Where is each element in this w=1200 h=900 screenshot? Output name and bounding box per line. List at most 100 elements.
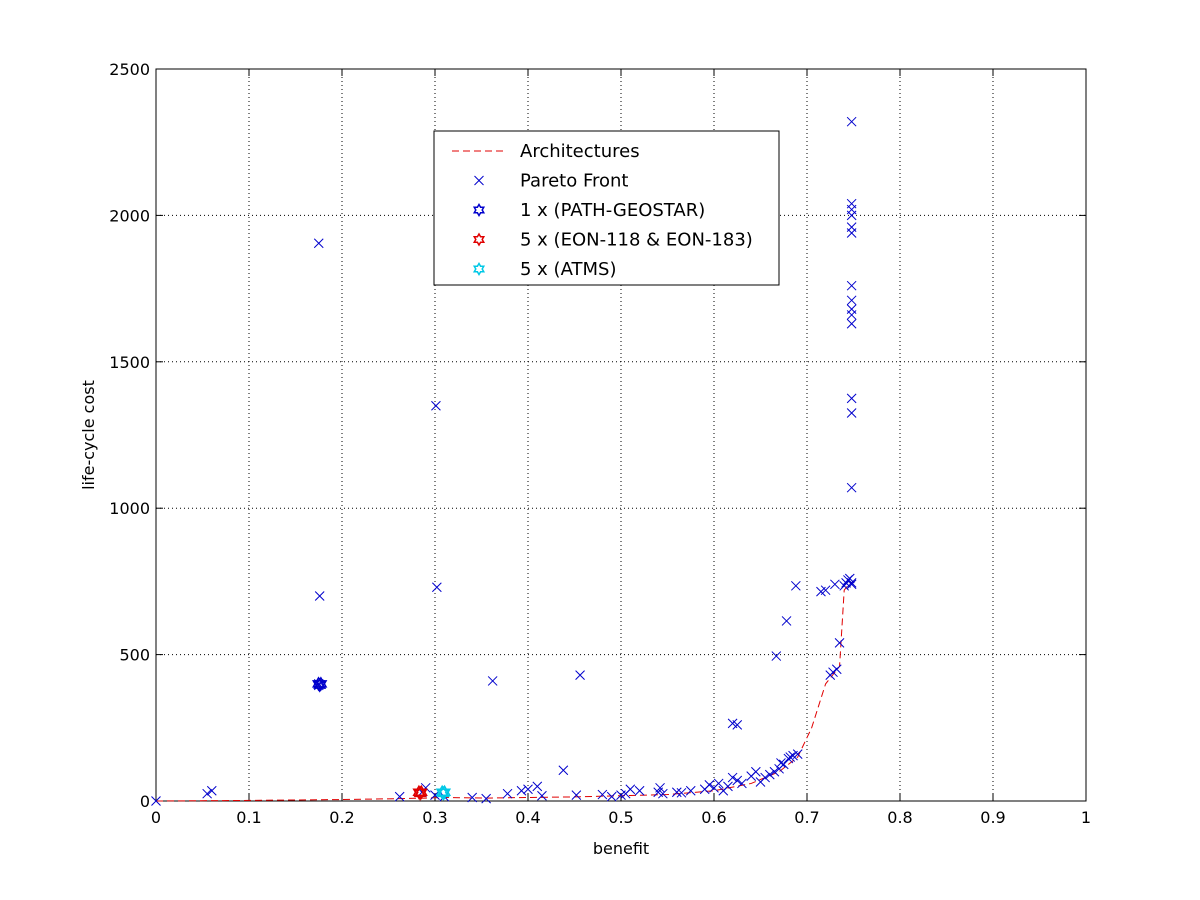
pareto-point: [481, 793, 492, 804]
series-5-x-eon-118-eon-183-: [412, 784, 428, 801]
y-tick-label: 1000: [109, 499, 150, 518]
pareto-point: [394, 791, 405, 802]
pareto-point: [846, 578, 857, 588]
pareto-point: [676, 787, 687, 798]
y-tick-label: 2500: [109, 60, 150, 79]
pareto-point: [558, 765, 569, 776]
legend-x-swatch: [474, 175, 484, 186]
pareto-point: [487, 676, 498, 686]
legend-hexagram-swatch: [472, 232, 486, 247]
pareto-point: [846, 210, 857, 221]
x-tick-label: 0.8: [887, 808, 912, 827]
pareto-point: [792, 749, 803, 760]
pareto-point: [597, 789, 608, 800]
x-tick-label: 0.1: [236, 808, 261, 827]
highlight-point: [314, 676, 328, 692]
pareto-point: [625, 784, 636, 795]
x-tick-label: 0: [151, 808, 161, 827]
pareto-point: [769, 766, 780, 777]
pareto-point: [671, 787, 682, 798]
x-tick-label: 0.4: [515, 808, 540, 827]
pareto-point: [467, 792, 478, 803]
pareto-point: [846, 408, 857, 418]
pareto-point: [432, 582, 442, 593]
pareto-point: [781, 616, 792, 626]
pareto-point: [704, 780, 715, 790]
legend-label: 1 x (PATH-GEOSTAR): [520, 200, 705, 221]
pareto-point: [634, 785, 645, 796]
pareto-point: [657, 788, 668, 799]
y-tick-label: 500: [119, 646, 150, 665]
architectures-line: [155, 580, 854, 802]
pareto-point: [790, 580, 801, 591]
y-tick-label: 1500: [109, 353, 150, 372]
x-tick-label: 0.5: [608, 808, 633, 827]
pareto-point: [760, 772, 771, 783]
pareto-point: [314, 591, 325, 601]
y-tick-label: 0: [140, 792, 150, 811]
axis-ticks: 0 0.1 0.2 0.3 0.4 0.5 0.6 0.7 0.8 0.9 1 0 500 1000 150…: [109, 60, 1091, 827]
pareto-point: [846, 295, 857, 306]
pareto-point: [537, 790, 547, 801]
pareto-point: [685, 785, 696, 796]
pareto-point: [655, 782, 665, 793]
pareto-point: [727, 772, 738, 783]
pareto-point: [846, 310, 857, 320]
x-tick-label: 1: [1081, 808, 1091, 827]
pareto-point: [502, 788, 513, 799]
pareto-point: [737, 778, 747, 789]
pareto-point: [846, 318, 857, 329]
pareto-point: [846, 579, 857, 590]
pareto-point: [846, 228, 857, 238]
y-axis-label: life-cycle cost: [79, 380, 98, 490]
pareto-point: [313, 238, 324, 249]
pareto-point: [764, 769, 775, 780]
x-tick-label: 0.2: [329, 808, 354, 827]
pareto-point: [151, 796, 161, 806]
pareto-point: [846, 393, 857, 404]
pareto-point: [723, 781, 733, 792]
pareto-point: [776, 758, 786, 768]
pareto-point: [732, 720, 743, 730]
pareto-point: [846, 280, 857, 291]
highlight-point: [438, 784, 452, 800]
legend-label: Pareto Front: [520, 171, 628, 192]
pareto-point: [206, 785, 217, 796]
legend-label: 5 x (EON-118 & EON-183): [520, 230, 753, 251]
pareto-point: [516, 785, 527, 796]
series-1-x-path-geostar-: [311, 676, 328, 693]
pareto-point: [846, 482, 857, 493]
pareto-point: [830, 579, 840, 590]
pareto-point: [571, 790, 582, 800]
pareto-point: [834, 638, 845, 648]
pareto-point: [785, 752, 796, 762]
highlight-point: [414, 784, 428, 800]
series-pareto-front: [151, 116, 857, 806]
pareto-point: [846, 116, 857, 127]
x-tick-label: 0.9: [980, 808, 1005, 827]
y-tick-label: 2000: [109, 206, 150, 225]
x-tick-label: 0.7: [794, 808, 819, 827]
pareto-point: [532, 781, 543, 792]
legend-hexagram-swatch: [472, 262, 486, 276]
pareto-point: [778, 759, 789, 770]
series-5-x-atms-: [435, 784, 452, 801]
x-tick-label: 0.3: [422, 808, 447, 827]
pareto-point: [523, 784, 533, 795]
pareto-point: [575, 670, 585, 680]
pareto-point: [771, 651, 782, 661]
series-architectures: [155, 580, 854, 802]
pareto-point: [750, 766, 761, 777]
pareto-point: [831, 664, 842, 675]
pareto-point: [431, 400, 441, 411]
legend-hexagram-swatch: [472, 203, 486, 217]
x-tick-label: 0.6: [701, 808, 726, 827]
legend: Architectures Pareto Front 1 x (PATH-GEOST…: [433, 130, 780, 286]
pareto-point: [713, 778, 724, 789]
pareto-point: [732, 775, 743, 786]
pareto-point: [606, 791, 617, 802]
legend-label: 5 x (ATMS): [520, 259, 616, 280]
legend-label: Architectures: [520, 141, 640, 162]
pareto-point: [202, 788, 213, 799]
